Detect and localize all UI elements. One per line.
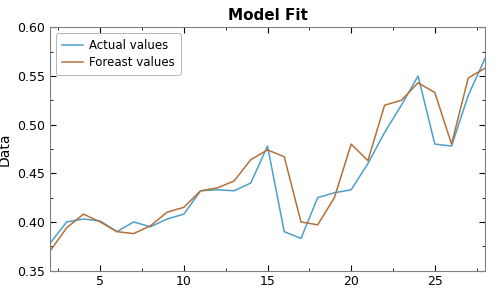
Foreast values	[231, 179, 237, 183]
Actual values	[148, 225, 154, 229]
Foreast values	[80, 212, 86, 216]
Foreast values	[448, 142, 454, 146]
Actual values	[198, 189, 203, 193]
Actual values	[382, 131, 388, 134]
Foreast values	[97, 220, 103, 224]
Foreast values	[130, 232, 136, 235]
Title: Model Fit: Model Fit	[228, 9, 308, 23]
Foreast values	[64, 226, 70, 230]
Foreast values	[164, 210, 170, 214]
Y-axis label: Data: Data	[0, 132, 12, 166]
Actual values	[264, 144, 270, 148]
Line: Foreast values: Foreast values	[50, 68, 485, 251]
Actual values	[482, 57, 488, 60]
Foreast values	[332, 196, 338, 199]
Actual values	[47, 241, 53, 245]
Actual values	[248, 181, 254, 185]
Actual values	[181, 212, 187, 216]
Actual values	[130, 220, 136, 224]
Actual values	[398, 103, 404, 107]
Foreast values	[281, 155, 287, 159]
Foreast values	[415, 81, 421, 85]
Actual values	[281, 230, 287, 233]
Foreast values	[264, 148, 270, 152]
Actual values	[365, 162, 371, 165]
Foreast values	[398, 98, 404, 102]
Actual values	[80, 217, 86, 221]
Foreast values	[432, 91, 438, 94]
Foreast values	[198, 189, 203, 193]
Actual values	[64, 220, 70, 224]
Actual values	[415, 74, 421, 78]
Actual values	[332, 191, 338, 195]
Actual values	[432, 142, 438, 146]
Foreast values	[466, 76, 471, 80]
Actual values	[114, 230, 120, 233]
Actual values	[214, 188, 220, 192]
Foreast values	[482, 66, 488, 70]
Foreast values	[148, 224, 154, 228]
Foreast values	[248, 158, 254, 161]
Foreast values	[214, 186, 220, 190]
Foreast values	[181, 206, 187, 209]
Foreast values	[365, 159, 371, 162]
Actual values	[448, 144, 454, 148]
Actual values	[314, 196, 320, 199]
Actual values	[164, 217, 170, 221]
Actual values	[348, 188, 354, 192]
Foreast values	[114, 230, 120, 233]
Actual values	[231, 189, 237, 193]
Foreast values	[348, 142, 354, 146]
Foreast values	[298, 220, 304, 224]
Actual values	[97, 219, 103, 223]
Foreast values	[314, 223, 320, 227]
Actual values	[298, 237, 304, 240]
Foreast values	[47, 249, 53, 253]
Foreast values	[382, 103, 388, 107]
Actual values	[466, 94, 471, 97]
Line: Actual values: Actual values	[50, 58, 485, 243]
Legend: Actual values, Foreast values: Actual values, Foreast values	[56, 33, 180, 74]
